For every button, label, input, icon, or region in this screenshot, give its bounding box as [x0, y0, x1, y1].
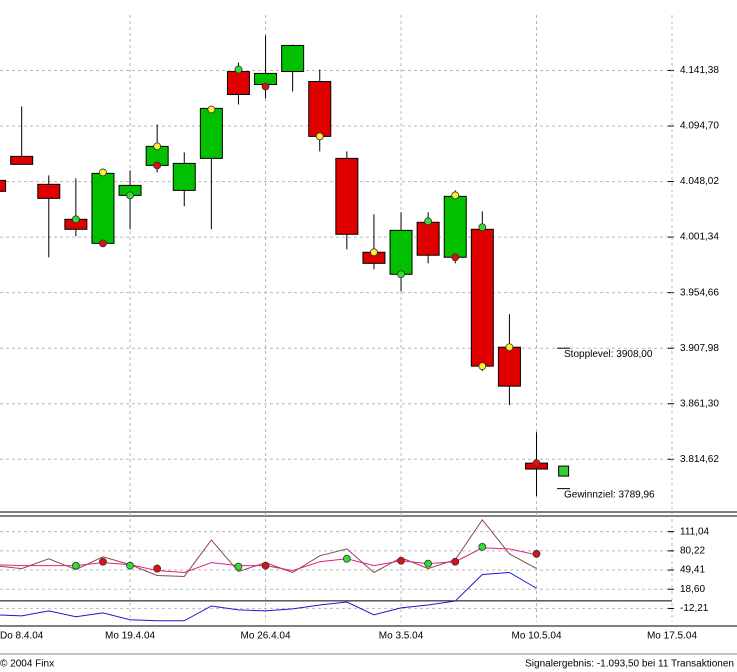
y-tick-label: 49,41 [680, 565, 705, 576]
candle-body [497, 346, 521, 387]
signal-dot [261, 82, 270, 91]
candle-body [226, 71, 250, 95]
signal-dot [397, 556, 405, 565]
signal-dot [126, 561, 134, 570]
level-label: Gewinnziel: 3789,96 [564, 489, 655, 500]
signal-dot [532, 459, 541, 468]
x-tick-label: Do 8.4.04 [0, 631, 44, 642]
signal-dot [71, 215, 80, 224]
signal-dot [424, 559, 433, 568]
y-tick-label: 18,60 [680, 584, 705, 595]
x-tick-label: Mo 3.5.04 [379, 631, 424, 642]
candle-body [389, 229, 413, 275]
level-label: Stopplevel: 3908,00 [564, 349, 653, 360]
signal-dot [478, 362, 487, 371]
y-tick-label: -12,21 [680, 603, 709, 614]
signal-dot [478, 542, 487, 551]
y-tick-label: 4.048,02 [680, 176, 719, 187]
candle-body [199, 107, 223, 159]
y-tick-label: 3.861,30 [680, 398, 719, 409]
signal-dot [532, 549, 541, 558]
signal-dot [207, 105, 216, 114]
signal-dot [126, 191, 134, 200]
indicator-line [0, 571, 537, 622]
x-tick-label: Mo 10.5.04 [511, 631, 561, 642]
signal-dot [99, 168, 107, 177]
candle-body [37, 183, 61, 199]
y-tick-label: 80,22 [680, 546, 705, 557]
signal-dot [342, 554, 351, 563]
y-tick-label: 4.141,38 [680, 65, 719, 76]
signal [558, 465, 570, 477]
y-tick-label: 111,04 [680, 526, 710, 537]
candle-body [281, 44, 305, 73]
candle-body [172, 162, 196, 191]
y-tick-label: 4.094,70 [680, 121, 719, 132]
candle-body [335, 157, 359, 235]
signal-dot [315, 132, 324, 141]
signal-dot [451, 557, 460, 566]
signal-dot [234, 562, 243, 571]
signal-dot [505, 343, 514, 352]
signal-dot [261, 561, 270, 570]
y-tick-label: 3.814,62 [680, 454, 719, 465]
signal-dot [451, 191, 460, 200]
y-tick-label: 3.954,66 [680, 287, 719, 298]
candle-body [416, 221, 440, 256]
signal-dot [153, 142, 162, 151]
copyright: © 2004 Finx [0, 659, 54, 670]
signal-dot [370, 248, 378, 257]
signal-dot [397, 270, 405, 279]
candle-body [0, 179, 7, 192]
x-tick-label: Mo 17.5.04 [647, 631, 697, 642]
signal-dot [153, 564, 162, 573]
candle-body [443, 195, 467, 258]
signal-dot [153, 161, 162, 170]
signal-dot [478, 223, 487, 232]
signal-dot [451, 253, 460, 262]
candle-body [308, 81, 332, 137]
x-tick-label: Mo 19.4.04 [105, 631, 155, 642]
signal-dot [71, 561, 80, 570]
candle-body [91, 172, 115, 244]
signal-dot [234, 65, 243, 74]
signal-dot [99, 557, 107, 566]
signal-dot [424, 217, 433, 226]
signal-dot [99, 239, 107, 248]
x-tick-label: Mo 26.4.04 [241, 631, 291, 642]
candle-body [10, 155, 34, 165]
y-tick-label: 4.001,34 [680, 232, 719, 243]
result: Signalergebnis: -1.093,50 bei 11 Transak… [525, 659, 734, 670]
candle-body [470, 228, 494, 367]
y-tick-label: 3.907,98 [680, 343, 719, 354]
